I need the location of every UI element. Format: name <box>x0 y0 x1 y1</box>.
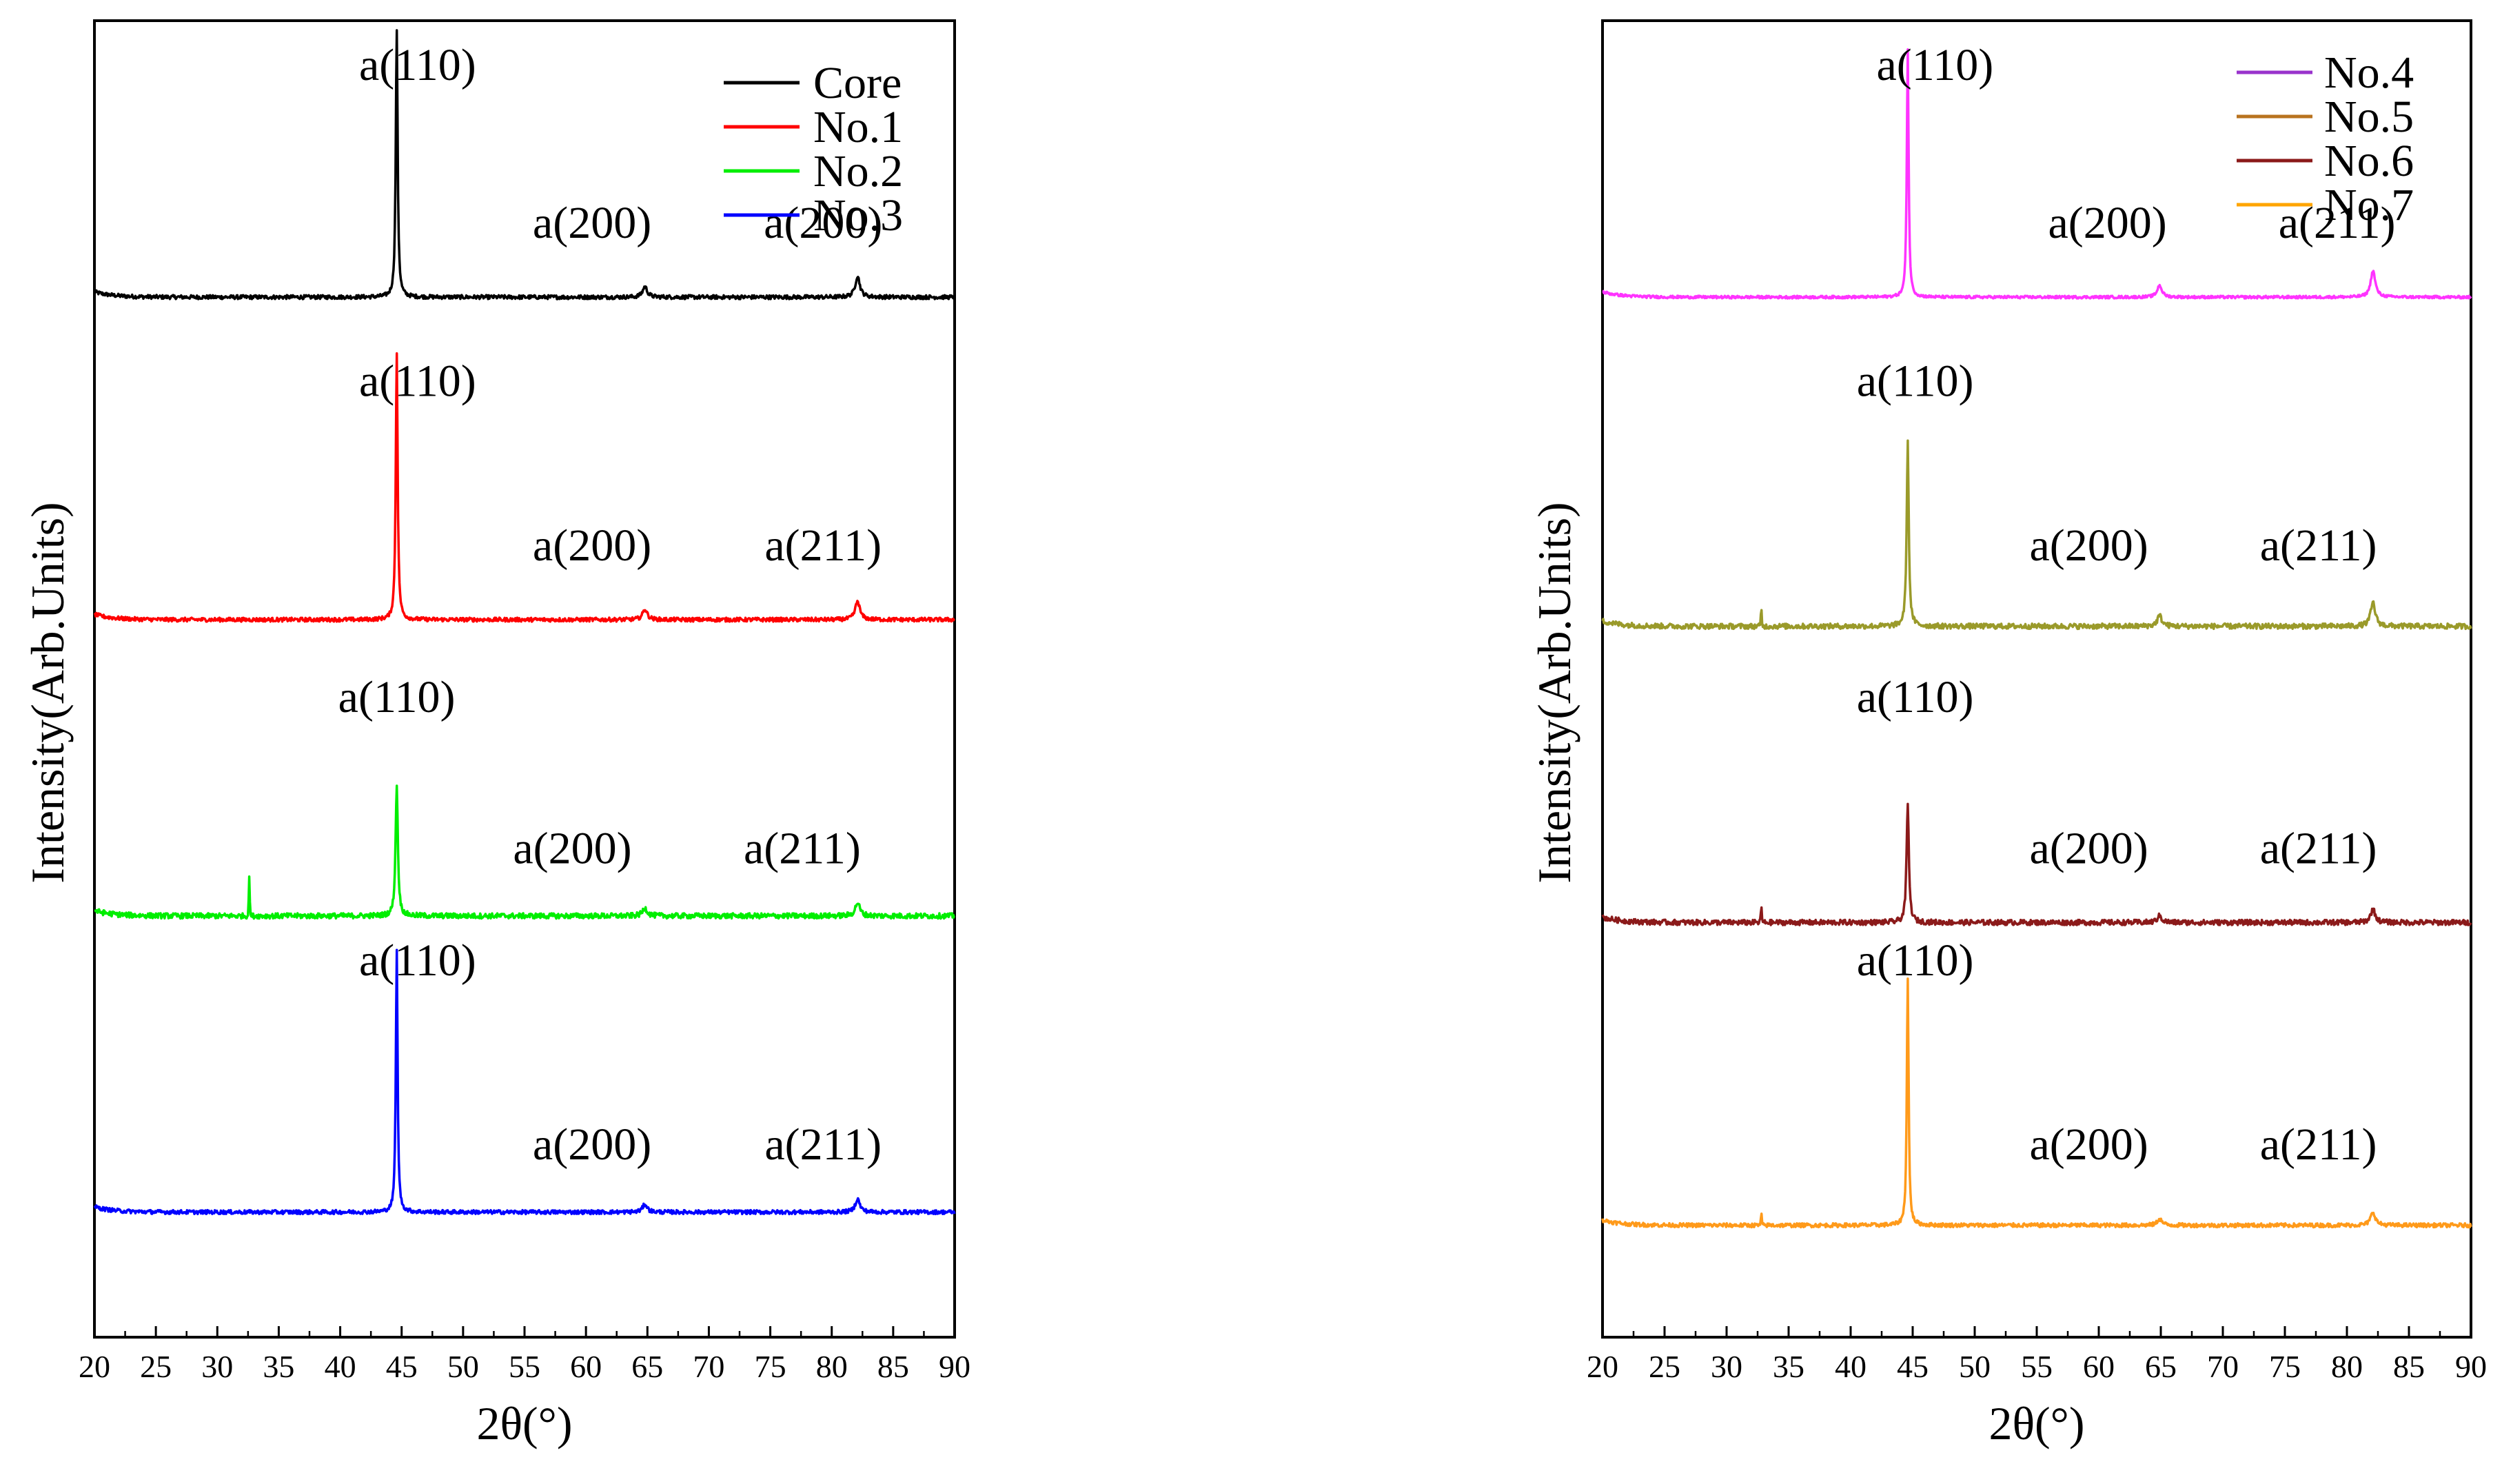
peak-annotation: a(110) <box>1857 356 1974 406</box>
legend-label: No.1 <box>813 102 903 152</box>
x-tick-label: 55 <box>2021 1349 2053 1384</box>
peak-annotation: a(200) <box>513 823 631 873</box>
x-tick-label: 50 <box>447 1349 479 1384</box>
peak-annotation: a(110) <box>359 356 476 406</box>
x-tick-label: 70 <box>2207 1349 2239 1384</box>
series-line-no5 <box>1601 439 2472 631</box>
x-tick-label: 60 <box>570 1349 602 1384</box>
x-tick-label: 20 <box>1587 1349 1618 1384</box>
series-line-no1 <box>93 352 955 623</box>
x-tick-label: 80 <box>816 1349 848 1384</box>
legend-label: No.5 <box>2324 92 2414 142</box>
peak-annotation: a(110) <box>1876 40 1993 90</box>
peak-annotation: a(211) <box>2260 823 2377 873</box>
x-tick-label: 35 <box>263 1349 294 1384</box>
x-tick-label: 85 <box>2393 1349 2425 1384</box>
x-tick-label: 30 <box>201 1349 233 1384</box>
peak-annotation: a(200) <box>533 520 651 571</box>
x-tick-label: 40 <box>325 1349 356 1384</box>
chart-panel-left: 20 25 30 35 40 45 50 55 60 65 70 75 80 85 90 2θ(°) Inten… <box>21 19 970 1450</box>
series-line-no6 <box>1601 802 2472 926</box>
x-axis-title: 2θ(°) <box>476 1397 572 1450</box>
x-tick-label: 40 <box>1835 1349 1867 1384</box>
peak-annotation: a(200) <box>2029 1119 2148 1170</box>
y-axis-title: Intensity(Arb.Units) <box>1528 502 1580 883</box>
legend-label: No.4 <box>2324 48 2414 98</box>
legend-label: No.2 <box>813 146 903 196</box>
peak-annotation: a(200) <box>2048 198 2166 248</box>
series-line-core <box>93 29 956 301</box>
peak-annotation: a(200) <box>764 198 882 248</box>
x-tick-label: 70 <box>693 1349 724 1384</box>
series-line-no3 <box>93 948 956 1216</box>
peak-annotation: a(200) <box>533 1119 651 1170</box>
peak-annotation: a(200) <box>533 198 651 248</box>
peak-annotation: a(200) <box>2029 520 2148 571</box>
peak-annotation: a(110) <box>338 672 456 722</box>
x-tick-label: 20 <box>79 1349 110 1384</box>
series-line-no2 <box>94 784 955 920</box>
chart-panel-right: 20 25 30 35 40 45 50 55 60 65 70 75 80 85 90 2θ(°) Inten… <box>1528 19 2487 1450</box>
legend-label: No.3 <box>813 190 903 241</box>
x-axis-title: 2θ(°) <box>1989 1397 2084 1450</box>
x-tick-label: 90 <box>939 1349 970 1384</box>
peak-annotation: a(110) <box>359 40 476 90</box>
peak-annotation: a(211) <box>764 520 882 571</box>
peak-annotation: a(200) <box>2029 823 2148 873</box>
peak-annotation: a(211) <box>2260 520 2377 571</box>
x-tick-label: 75 <box>755 1349 786 1384</box>
x-tick-label: 45 <box>386 1349 418 1384</box>
series-line-no4 <box>1602 48 2472 300</box>
x-tick-label: 30 <box>1711 1349 1742 1384</box>
peak-annotation: a(110) <box>1857 935 1974 986</box>
x-tick-label: 35 <box>1773 1349 1804 1384</box>
legend-label: No.7 <box>2324 180 2414 230</box>
x-tick-label: 65 <box>631 1349 663 1384</box>
x-tick-label: 45 <box>1897 1349 1929 1384</box>
x-tick-label: 75 <box>2269 1349 2301 1384</box>
x-tick-label: 25 <box>140 1349 172 1384</box>
peak-annotation: a(211) <box>764 1119 882 1170</box>
peak-annotation: a(110) <box>359 935 476 986</box>
x-tick-label: 80 <box>2331 1349 2363 1384</box>
x-tick-label: 50 <box>1959 1349 1991 1384</box>
x-tick-label: 55 <box>509 1349 540 1384</box>
series-line-no7 <box>1601 977 2472 1229</box>
x-tick-label: 85 <box>877 1349 909 1384</box>
y-axis-title: Intensity(Arb.Units) <box>21 502 74 883</box>
legend-label: Core <box>813 58 902 108</box>
peak-annotation: a(211) <box>2260 1119 2377 1170</box>
x-tick-label: 90 <box>2455 1349 2487 1384</box>
x-tick-label: 60 <box>2083 1349 2115 1384</box>
x-tick-label: 65 <box>2145 1349 2177 1384</box>
legend-label: No.6 <box>2324 136 2414 186</box>
peak-annotation: a(110) <box>1857 672 1974 722</box>
x-tick-label: 25 <box>1649 1349 1680 1384</box>
peak-annotation: a(211) <box>744 823 861 873</box>
